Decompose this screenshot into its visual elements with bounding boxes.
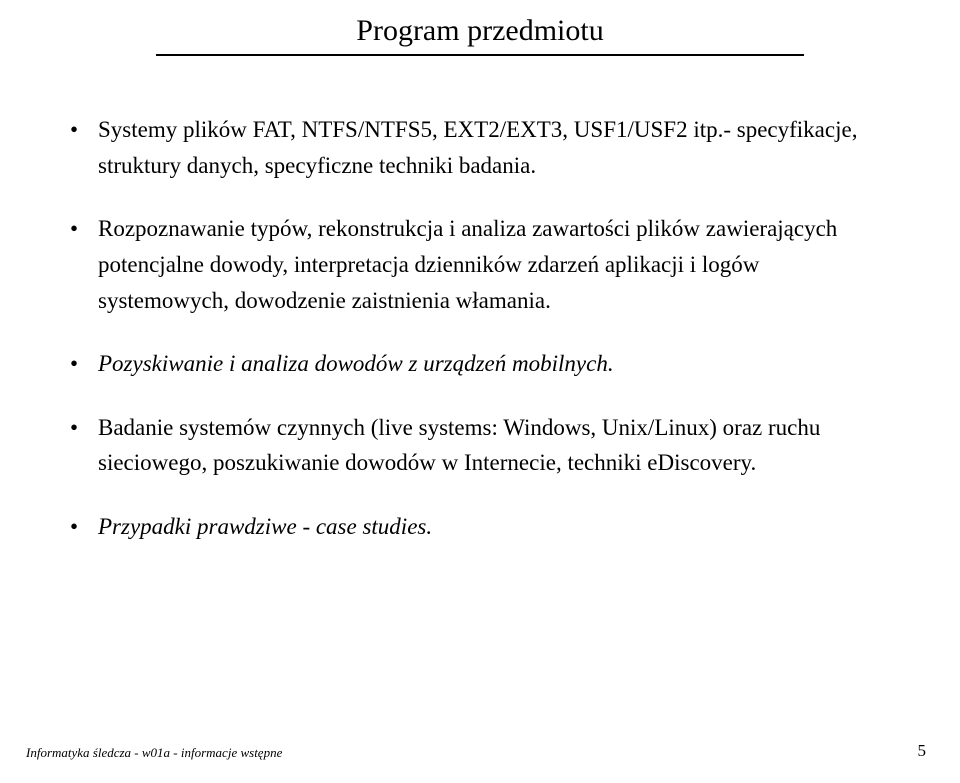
bullet-text: Rozpoznawanie typów, rekonstrukcja i ana… [98,216,837,312]
slide: Program przedmiotu Systemy plików FAT, N… [0,0,960,783]
list-item: Rozpoznawanie typów, rekonstrukcja i ana… [70,211,890,318]
bullet-text: Systemy plików FAT, NTFS/NTFS5, EXT2/EXT… [98,117,857,178]
list-item: Pozyskiwanie i analiza dowodów z urządze… [70,346,890,382]
page-title: Program przedmiotu [156,14,803,56]
list-item: Badanie systemów czynnych (live systems:… [70,410,890,481]
footer-text: Informatyka śledcza - w01a - informacje … [26,745,282,761]
bullet-list: Systemy plików FAT, NTFS/NTFS5, EXT2/EXT… [70,112,890,545]
bullet-text: Przypadki prawdziwe - case studies. [98,514,432,539]
bullet-text: Pozyskiwanie i analiza dowodów z urządze… [98,351,614,376]
content-area: Systemy plików FAT, NTFS/NTFS5, EXT2/EXT… [0,56,960,545]
list-item: Przypadki prawdziwe - case studies. [70,509,890,545]
list-item: Systemy plików FAT, NTFS/NTFS5, EXT2/EXT… [70,112,890,183]
title-wrap: Program przedmiotu [0,0,960,56]
page-number: 5 [918,741,927,761]
bullet-text: Badanie systemów czynnych (live systems:… [98,415,820,476]
